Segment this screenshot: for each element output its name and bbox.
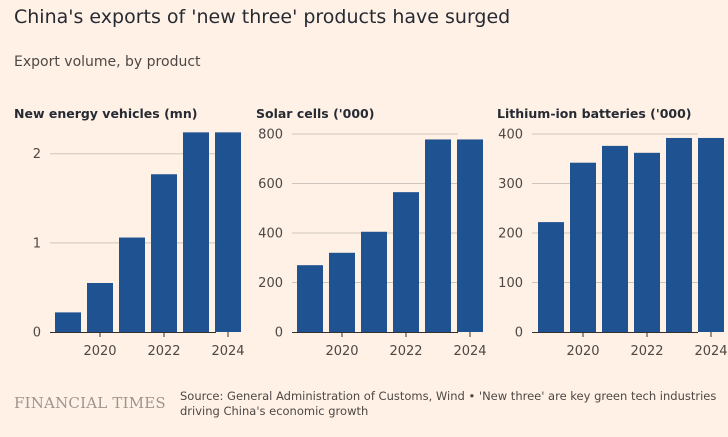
panel-title-nev: New energy vehicles (mn) — [14, 106, 198, 121]
x-tick-label-solar-2022: 2022 — [389, 344, 422, 359]
bar-solar-2024 — [457, 139, 483, 332]
y-tick-label-batteries-300: 300 — [498, 177, 523, 192]
bar-nev-2021 — [119, 237, 145, 332]
x-tick-label-batteries-2020: 2020 — [566, 344, 599, 359]
bar-nev-2020 — [87, 282, 113, 332]
chart-subtitle: Export volume, by product — [14, 54, 201, 70]
bar-nev-2022 — [151, 174, 177, 332]
ft-logo: FINANCIAL TIMES — [14, 394, 166, 412]
y-tick-label-solar-600: 600 — [258, 177, 283, 192]
source-note: Source: General Administration of Custom… — [180, 389, 717, 418]
bar-batteries-2024 — [698, 137, 724, 332]
y-tick-label-solar-400: 400 — [258, 227, 283, 242]
y-tick-label-batteries-400: 400 — [498, 128, 523, 143]
panel-title-solar: Solar cells ('000) — [256, 106, 375, 121]
x-tick-label-batteries-2022: 2022 — [630, 344, 663, 359]
bar-batteries-2023 — [666, 137, 692, 332]
y-tick-label-nev-0: 0 — [33, 326, 41, 341]
y-tick-label-solar-0: 0 — [275, 326, 283, 341]
bar-solar-2022 — [393, 192, 419, 332]
bar-solar-2020 — [329, 252, 355, 332]
bar-solar-2019 — [297, 265, 323, 332]
x-tick-label-nev-2024: 2024 — [211, 344, 244, 359]
bar-nev-2023 — [183, 132, 209, 332]
bar-solar-2023 — [425, 139, 451, 332]
y-tick-label-solar-800: 800 — [258, 128, 283, 143]
chart-title: China's exports of 'new three' products … — [14, 6, 511, 28]
bar-nev-2019 — [55, 312, 81, 332]
x-tick-label-nev-2022: 2022 — [147, 344, 180, 359]
y-tick-label-batteries-0: 0 — [515, 326, 523, 341]
y-tick-label-solar-200: 200 — [258, 276, 283, 291]
y-tick-label-batteries-200: 200 — [498, 227, 523, 242]
bar-batteries-2021 — [602, 145, 628, 332]
x-tick-label-solar-2024: 2024 — [453, 344, 486, 359]
y-tick-label-nev-1: 1 — [33, 236, 41, 251]
bar-solar-2021 — [361, 231, 387, 332]
x-tick-label-solar-2020: 2020 — [325, 344, 358, 359]
bar-batteries-2020 — [570, 162, 596, 332]
bar-batteries-2022 — [634, 152, 660, 332]
bar-nev-2024 — [215, 132, 241, 332]
x-tick-label-nev-2020: 2020 — [83, 344, 116, 359]
y-tick-label-batteries-100: 100 — [498, 276, 523, 291]
bar-batteries-2019 — [538, 222, 564, 332]
panel-title-batteries: Lithium-ion batteries ('000) — [497, 106, 692, 121]
y-tick-label-nev-2: 2 — [33, 147, 41, 162]
x-tick-label-batteries-2024: 2024 — [694, 344, 727, 359]
